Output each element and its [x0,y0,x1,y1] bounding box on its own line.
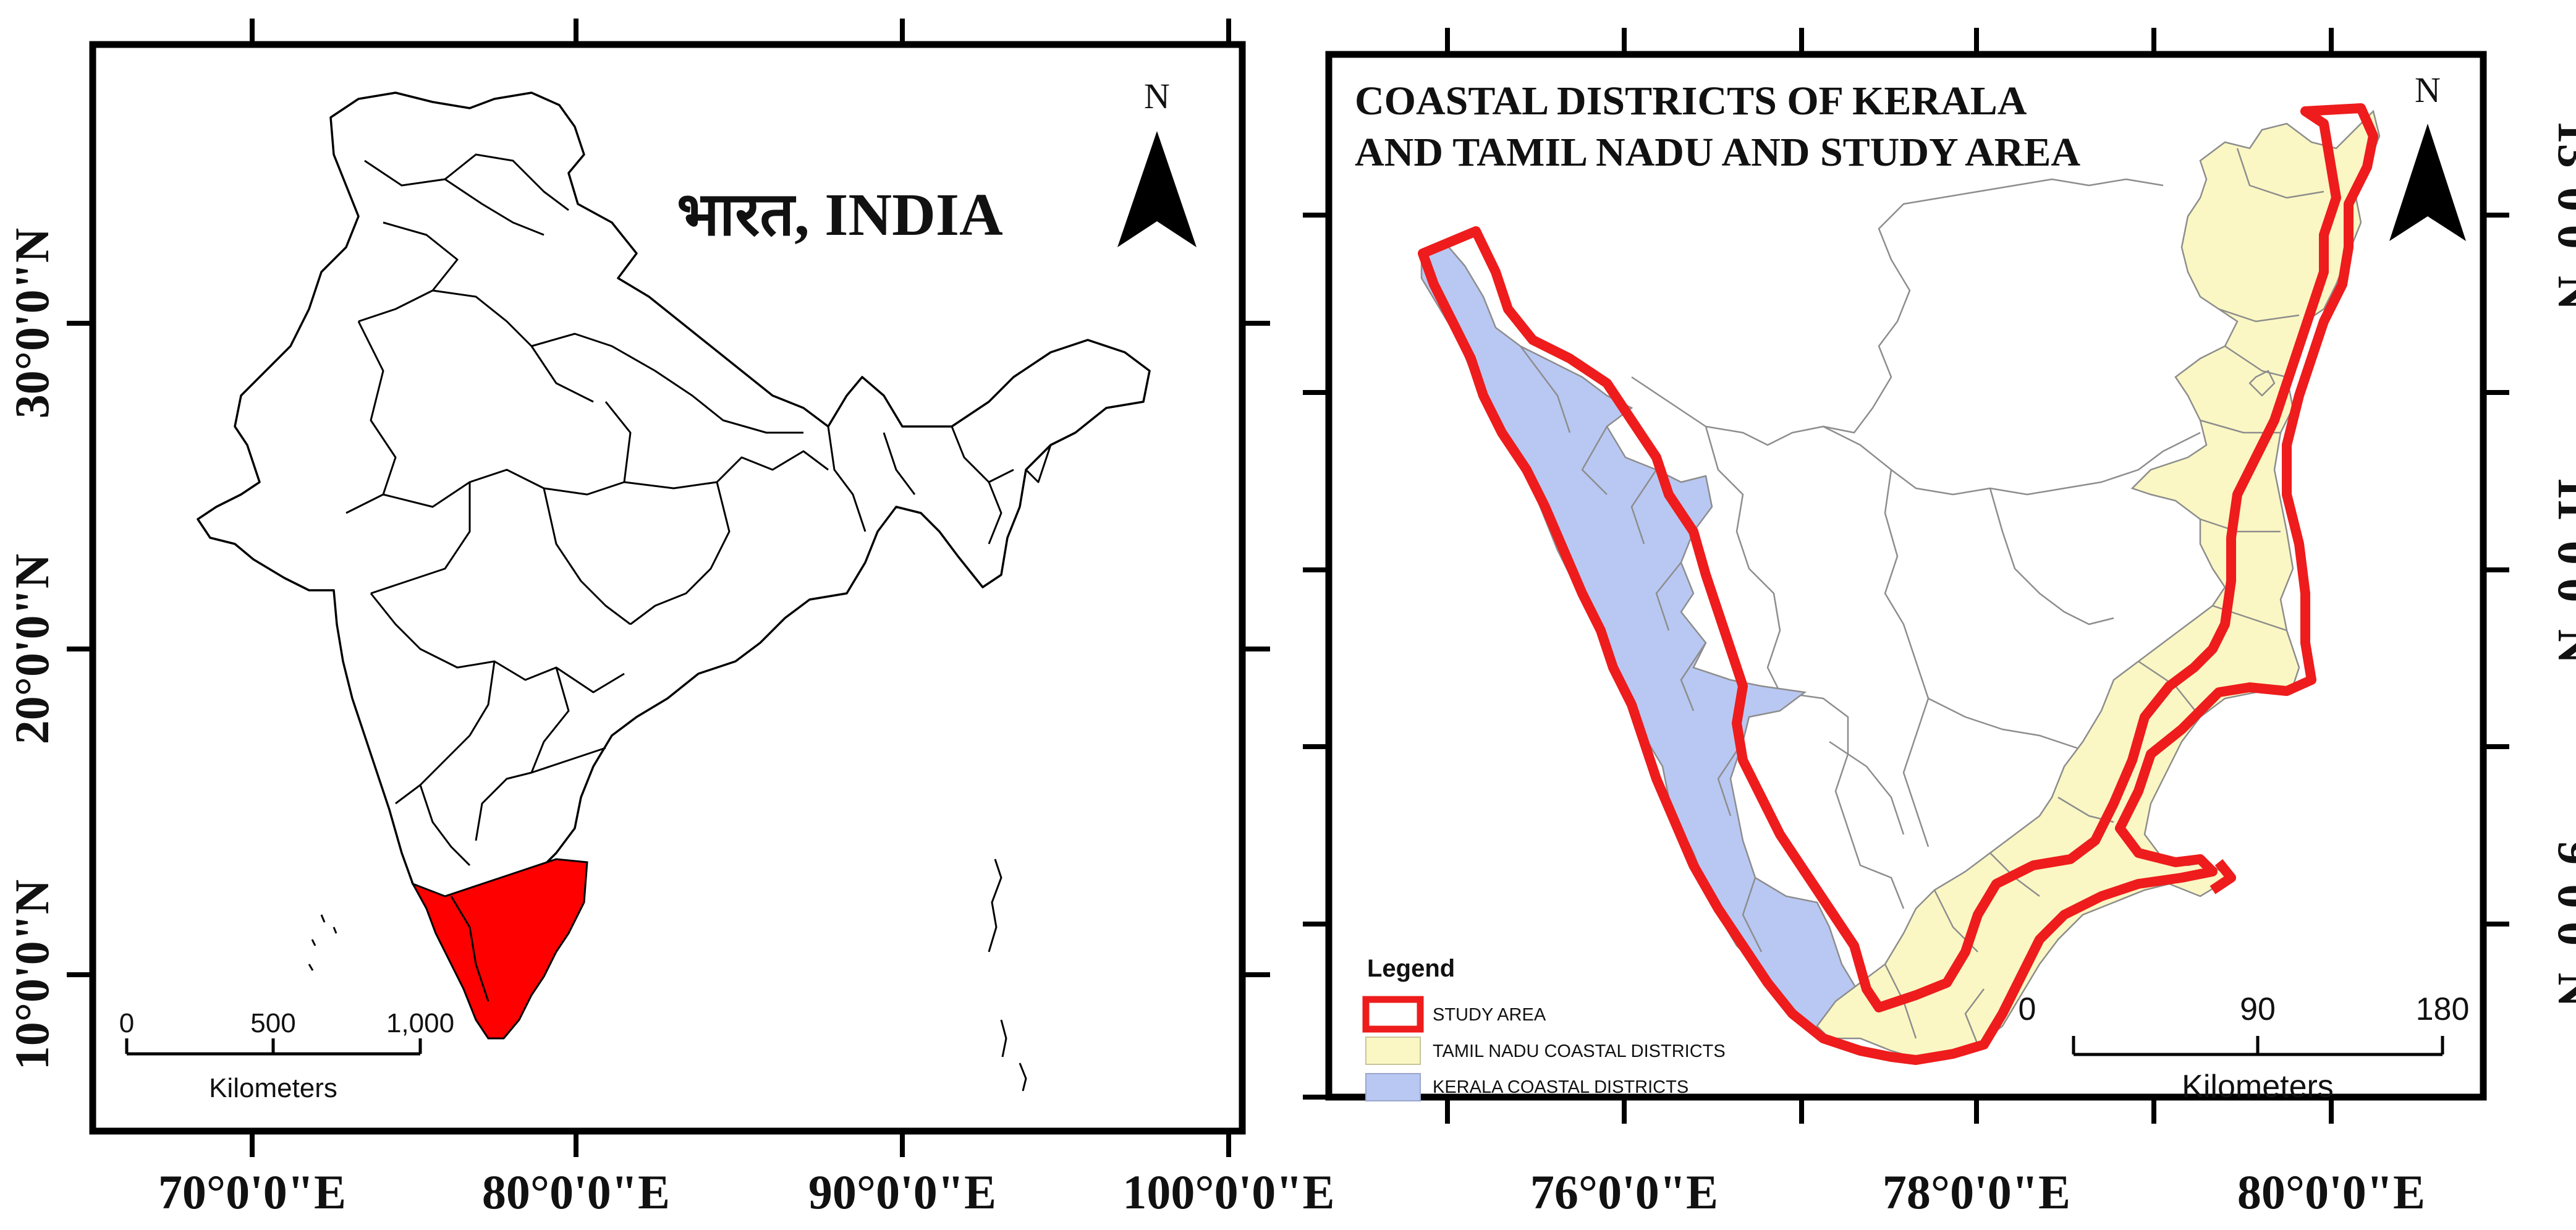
right-x-tick-0: 76°0'0"E [1530,1165,1718,1219]
left-scale-label-1: 500 [250,1008,295,1038]
left-map-title: भारत, INDIA [677,182,1003,248]
right-map-title-line1: COASTAL DISTRICTS OF KERALA [1355,78,2027,124]
left-x-tick-2: 90°0'0"E [808,1165,996,1219]
right-panel: COASTAL DISTRICTS OF KERALA AND TAMIL NA… [1303,28,2576,1219]
legend: Legend STUDY AREA TAMIL NADU COASTAL DIS… [1362,955,1726,1101]
right-scale-unit: Kilometers [2182,1069,2334,1105]
legend-label-kerala: KERALA COASTAL DISTRICTS [1433,1077,1688,1097]
right-y-tick-0: 13°0'0"N [2548,120,2576,311]
left-x-tick-0: 70°0'0"E [158,1165,346,1219]
left-x-tick-3: 100°0'0"E [1122,1165,1334,1219]
left-x-tick-1: 80°0'0"E [482,1165,670,1219]
left-scale-label-2: 1,000 [386,1008,454,1038]
kerala-internal-boundaries [1520,346,1763,952]
right-x-tick-2: 80°0'0"E [2237,1165,2425,1219]
right-y-tick-1: 11°0'0"N [2548,476,2576,664]
left-y-tick-0: 30°0'0"N [5,228,59,419]
legend-swatch-tn [1365,1037,1421,1065]
right-scale-label-1: 90 [2240,991,2276,1027]
left-scale-unit: Kilometers [209,1073,337,1103]
legend-swatch-kerala [1365,1073,1421,1101]
legend-title: Legend [1367,955,1455,982]
legend-label-tn: TAMIL NADU COASTAL DISTRICTS [1433,1041,1726,1061]
right-map-title-line2: AND TAMIL NADU AND STUDY AREA [1355,130,2080,175]
islands [308,859,1027,1092]
left-panel: भारत, INDIA N 0 500 1,000 Kilometers 70°… [5,19,1335,1219]
right-panel-ticks [1303,28,2509,1124]
left-y-tick-2: 10°0'0"N [5,880,59,1071]
right-north-label: N [2415,70,2441,110]
state-boundaries [345,153,1052,867]
right-north-arrow: N [2389,70,2466,241]
right-scale-bar: 0 90 180 Kilometers [2019,991,2470,1105]
kerala-tn-border [450,896,489,1002]
left-scale-bar: 0 500 1,000 Kilometers [119,1008,454,1103]
india-outline [197,91,1151,1003]
left-y-tick-1: 20°0'0"N [5,554,59,745]
legend-swatch-study-area [1362,996,1424,1033]
left-north-arrow: N [1117,76,1197,247]
right-scale-label-0: 0 [2019,991,2036,1027]
left-north-label: N [1144,76,1170,116]
study-area [1418,103,2378,1065]
right-scale-label-2: 180 [2416,991,2470,1027]
legend-label-study-area: STUDY AREA [1433,1005,1546,1025]
left-scale-label-0: 0 [119,1008,134,1038]
right-y-tick-2: 9°0'0"N [2548,841,2576,1007]
left-panel-ticks [67,19,1270,1157]
right-x-tick-1: 78°0'0"E [1883,1165,2070,1219]
